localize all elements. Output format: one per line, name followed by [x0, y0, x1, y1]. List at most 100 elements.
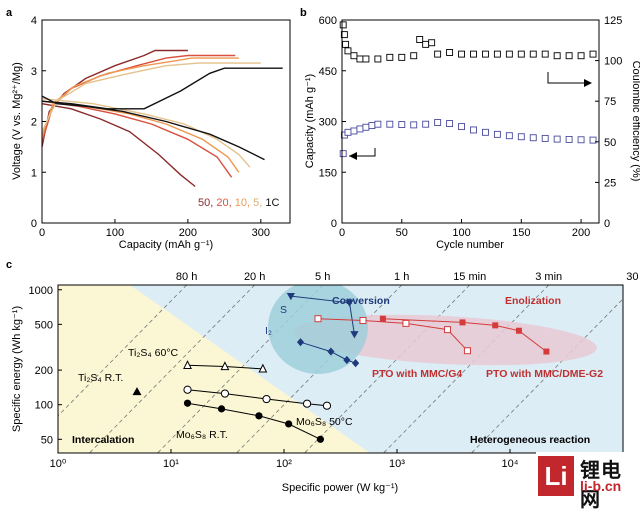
time-guide-lines [58, 285, 623, 453]
y-tick-label: 500 [35, 319, 53, 331]
capacity-point [398, 121, 406, 128]
panel-c-ylabel: Specific energy (Wh kg⁻¹) [11, 306, 23, 432]
x-tick-label: 0 [339, 227, 345, 239]
panel-c-ragone-chart: 10⁰10¹10²10³10⁴10⁵50100200500100080 h20 … [11, 271, 640, 494]
y-tick-label: 0 [331, 218, 337, 230]
y-tick-label: 1 [31, 167, 37, 179]
capacity-point [529, 134, 537, 142]
label-mo6s8-rt: Mo₆S₈ R.T. [176, 429, 228, 441]
panel-b-xlabel: Cycle number [436, 239, 504, 251]
time-guide-line [383, 285, 549, 453]
label-sulfur: S [280, 304, 287, 316]
capacity-point [386, 120, 394, 128]
top-time-label: 20 h [244, 271, 265, 283]
ce-point [374, 55, 382, 63]
ce-point [493, 50, 501, 58]
ce-point [565, 52, 573, 60]
y-tick-label: 150 [319, 167, 337, 179]
series-line [300, 341, 356, 364]
legend-10: 10 [235, 197, 247, 209]
panel-a-xlabel: Capacity (mAh g⁻¹) [119, 239, 213, 251]
x-tick-label: 10² [276, 458, 292, 470]
time-guide-line [236, 285, 402, 453]
region-label-heterogeneous: Heterogeneous reaction [470, 434, 590, 446]
curve-10-discharge [41, 100, 240, 173]
point-open-circle [262, 394, 271, 404]
ce-point [362, 55, 370, 63]
ce-point [398, 53, 406, 61]
curve-5-charge [41, 62, 261, 132]
legend-sep: , [259, 197, 262, 209]
legend-50: 50 [198, 197, 210, 209]
capacity-point [422, 120, 430, 128]
watermark-logo-icon: Li [538, 456, 574, 496]
point-open-triangle [258, 363, 268, 373]
ce-point [428, 39, 436, 47]
y-tick-label: 450 [319, 66, 337, 78]
top-time-label: 3 min [535, 271, 562, 283]
curve-10-charge [41, 57, 239, 137]
point-filled-circle [255, 412, 263, 420]
y-right-tick-label: 25 [604, 177, 616, 189]
label-pto-g4: PTO with MMC/G4 [372, 368, 462, 380]
x-tick-label: 100 [106, 227, 124, 239]
point-open-circle [302, 399, 312, 408]
y-tick-label: 300 [319, 117, 337, 129]
capacity-point [350, 127, 358, 135]
point-filled-square [543, 348, 550, 355]
ce-point [541, 50, 549, 58]
panel-c-ticks: 10⁰10¹10²10³10⁴10⁵50100200500100080 h20 … [29, 271, 640, 470]
ce-point [350, 52, 358, 60]
ce-point [410, 52, 418, 60]
ce-point [505, 50, 513, 58]
ce-point [342, 40, 350, 48]
capacity-point [565, 135, 573, 143]
legend-sep: , [247, 197, 250, 209]
x-tick-label: 10¹ [163, 458, 179, 470]
label-mo6s8-50c: Mo₆S₈ 50°C [296, 416, 353, 428]
ce-point [470, 50, 477, 58]
ce-point [434, 50, 442, 58]
region-label-intercalation: Intercalation [72, 434, 134, 446]
panel-label-b: b [300, 7, 307, 19]
point-open-square [402, 319, 410, 327]
curve-20-charge [41, 54, 236, 143]
watermark-url: li-b.cn [580, 478, 622, 494]
point-open-circle [183, 385, 192, 394]
point-open-square [463, 347, 471, 355]
point-triangle-down [345, 299, 354, 307]
y-tick-label: 0 [31, 218, 37, 230]
legend-1c: 1C [265, 197, 279, 209]
ce-point [529, 50, 537, 58]
y-tick-label: 1000 [29, 285, 53, 297]
ce-point [553, 52, 561, 60]
x-tick-label: 50 [396, 227, 408, 239]
capacity-point [344, 128, 352, 136]
curve-50-discharge [41, 103, 196, 188]
ce-point [422, 40, 430, 48]
ce-point [416, 36, 424, 43]
x-tick-label: 150 [512, 227, 530, 239]
y-tick-label: 600 [319, 15, 337, 27]
x-tick-label: 100 [452, 227, 470, 239]
y-right-tick-label: 125 [604, 15, 622, 27]
capacity-point [553, 135, 561, 143]
panel-label-c: c [6, 259, 12, 271]
capacity-point [493, 130, 501, 138]
point-filled-square [515, 327, 522, 334]
legend-5: 5 [253, 197, 259, 209]
capacity-point [446, 120, 454, 127]
panel-b-ticks: 0 50 100 150 200 0 150 300 450 600 0 25 50 75 100 125 [319, 15, 623, 239]
capacity-point [339, 150, 347, 158]
point-diamond [296, 338, 305, 347]
ce-axis-arrowhead [584, 79, 592, 87]
ce-point [356, 55, 364, 63]
y-tick-label: 100 [35, 400, 53, 412]
capacity-axis-arrow [349, 148, 376, 157]
point-open-circle [322, 401, 332, 410]
panel-a-ylabel: Voltage (V vs. Mg²⁺/Mg) [11, 62, 23, 180]
intercalation-region [58, 285, 370, 453]
ce-point [481, 50, 489, 58]
label-pto-g2: PTO with MMC/DME-G2 [486, 368, 603, 380]
